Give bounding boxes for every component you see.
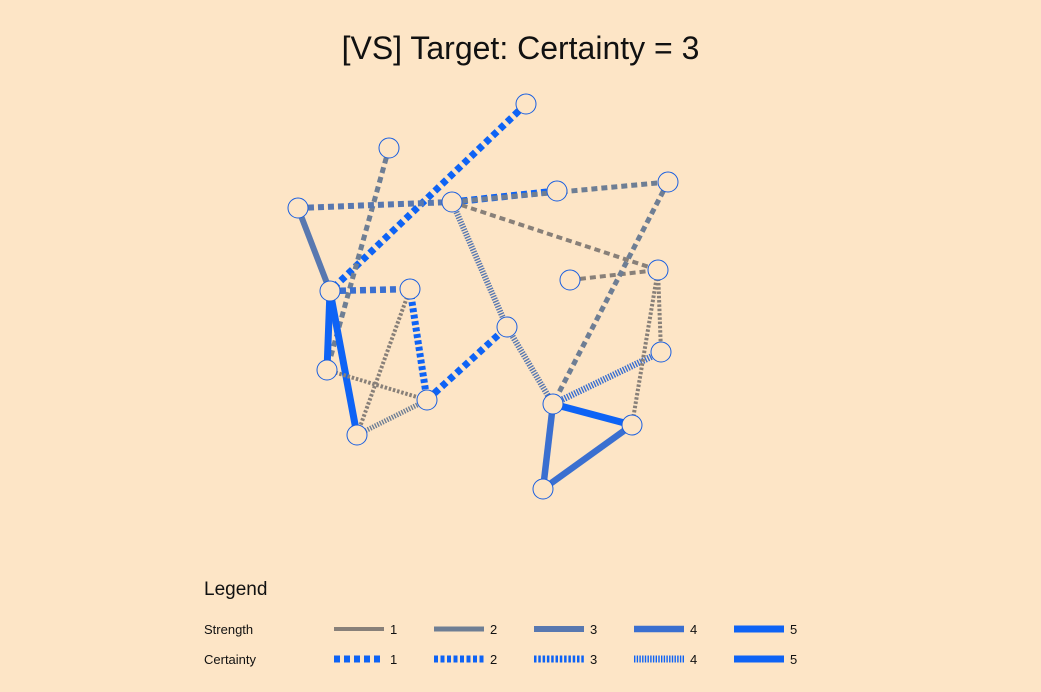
node-n11[interactable] (546, 180, 568, 202)
node-n8[interactable] (416, 389, 438, 411)
legend-certainty-level-3: 3 (590, 652, 597, 667)
legend-strength-level-2: 2 (490, 622, 497, 637)
legend-certainty-level-5: 5 (790, 652, 797, 667)
page-title: [VS] Target: Certainty = 3 (341, 30, 700, 66)
edge-n4-n7 (329, 285, 411, 295)
node-n6[interactable] (441, 191, 463, 213)
edge-n12-n16 (550, 180, 671, 406)
edge-n3-n6 (297, 199, 453, 211)
node-n5[interactable] (316, 359, 338, 381)
edge-n6-n12 (451, 179, 669, 205)
edge-n6-n14 (451, 200, 659, 272)
node-n3[interactable] (287, 197, 309, 219)
legend-title: Legend (204, 579, 268, 600)
node-n14[interactable] (647, 259, 669, 281)
edge-n10-n16 (504, 325, 556, 406)
edge-n16-n18 (539, 403, 557, 490)
legend-certainty-level-2: 2 (490, 652, 497, 667)
legend-strength-level-4: 4 (690, 622, 697, 637)
edge-n5-n8 (326, 368, 428, 402)
legend-strength-level-5: 5 (790, 622, 797, 637)
edges-layer (295, 101, 671, 492)
edge-n14-n17 (630, 269, 660, 426)
edge-n16-n17 (552, 400, 633, 429)
node-n12[interactable] (657, 171, 679, 193)
edge-n7-n8 (406, 288, 431, 401)
edge-n7-n9 (355, 288, 412, 436)
legend-strength-level-1: 1 (390, 622, 397, 637)
edge-n1-n4 (327, 101, 529, 294)
network-diagram (287, 93, 679, 500)
node-n15[interactable] (650, 341, 672, 363)
legend-strength-level-3: 3 (590, 622, 597, 637)
edge-n8-n10 (424, 324, 510, 403)
node-n7[interactable] (399, 278, 421, 300)
node-n18[interactable] (532, 478, 554, 500)
node-n9[interactable] (346, 424, 368, 446)
legend-certainty-label: Certainty (204, 652, 257, 667)
edge-n14-n15 (656, 269, 663, 353)
node-n16[interactable] (542, 393, 564, 415)
node-n4[interactable] (319, 280, 341, 302)
node-n13[interactable] (559, 269, 581, 291)
nodes-layer (287, 93, 679, 500)
node-n1[interactable] (515, 93, 537, 115)
node-n10[interactable] (496, 316, 518, 338)
node-n17[interactable] (621, 414, 643, 436)
legend-certainty-level-4: 4 (690, 652, 697, 667)
edge-n17-n18 (541, 422, 634, 492)
legend-strength-label: Strength (204, 622, 254, 637)
edge-n4-n9 (326, 290, 361, 436)
edge-n3-n4 (295, 206, 333, 293)
node-n2[interactable] (378, 137, 400, 159)
edge-n6-n10 (449, 200, 510, 329)
edge-n8-n9 (355, 397, 429, 438)
legend-certainty-level-1: 1 (390, 652, 397, 667)
edge-n13-n14 (569, 268, 659, 282)
